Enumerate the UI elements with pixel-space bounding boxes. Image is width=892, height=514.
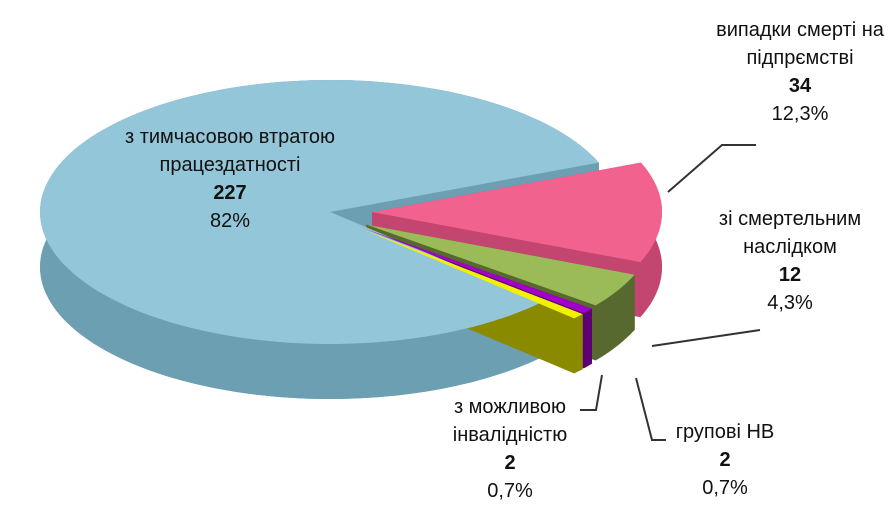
- slice-edge: [583, 308, 592, 369]
- percent-label: 4,3%: [767, 292, 813, 314]
- leader-line: [651, 329, 761, 347]
- slice: [40, 80, 599, 344]
- leader-line: [580, 374, 603, 411]
- value-label: 227: [213, 182, 247, 204]
- percent-label: 0,7%: [702, 477, 748, 499]
- slice-label: групові НВ 2 0,7%: [645, 418, 805, 502]
- slice-label: з тимчасовою втратою працездатності 227 82…: [125, 123, 335, 235]
- slice: [372, 162, 662, 263]
- slice-label: випадки смерті на підпрємстві 34 12,3%: [705, 16, 892, 128]
- percent-label: 12,3%: [771, 103, 829, 125]
- category-label: групові НВ: [675, 421, 775, 443]
- value-label: 12: [778, 264, 802, 286]
- leader-line: [635, 377, 666, 441]
- value-label: 34: [788, 75, 812, 97]
- percent-label: 0,7%: [487, 480, 533, 502]
- category-label: зі смертельним наслідком: [718, 208, 862, 258]
- value-label: 2: [504, 452, 516, 474]
- value-label: 2: [719, 449, 731, 471]
- slice: [361, 228, 583, 319]
- category-label: з можливою інвалідністю: [452, 396, 568, 446]
- category-label: випадки смерті на підпрємстві: [716, 19, 884, 69]
- slice: [366, 224, 635, 306]
- slice: [362, 227, 592, 314]
- slice-tops: [40, 80, 662, 344]
- slice-edge: [595, 274, 635, 361]
- slice-edge: [574, 314, 583, 374]
- category-label: з тимчасовою втратою працездатності: [125, 126, 335, 176]
- leader-line: [667, 144, 756, 193]
- slice-label: зі смертельним наслідком 12 4,3%: [695, 205, 885, 317]
- slice-label: з можливою інвалідністю 2 0,7%: [425, 393, 595, 505]
- percent-label: 82%: [209, 210, 251, 232]
